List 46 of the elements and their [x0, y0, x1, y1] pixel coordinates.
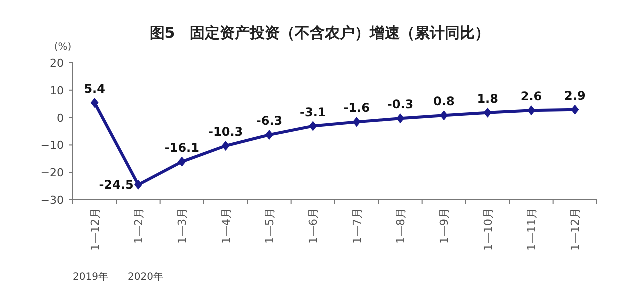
x-tick-label: 1—12月 — [569, 208, 582, 251]
point — [134, 180, 142, 190]
point — [266, 130, 274, 140]
data-label: 5.4 — [84, 82, 106, 96]
point — [352, 117, 361, 128]
point — [396, 114, 404, 124]
text: 2019年 — [73, 271, 108, 283]
data-label: 0.8 — [434, 94, 455, 109]
y-tick-label: −30 — [40, 194, 64, 207]
data-label: -24.5 — [99, 178, 134, 192]
x-tick-label: 1—4月 — [220, 208, 233, 244]
text: 2020年 — [128, 271, 164, 283]
point — [484, 108, 492, 118]
x-tick-label: 1—8月 — [394, 208, 408, 244]
point — [440, 110, 448, 121]
x-tick-label: 1—2月 — [132, 208, 146, 244]
point — [90, 98, 99, 108]
data-label: -16.1 — [164, 140, 200, 155]
x-tick-label: 1—6月 — [307, 208, 320, 244]
y-tick-label: 10 — [50, 84, 64, 98]
y-axis-title: (%) — [54, 42, 72, 53]
x-tick-label: 1—9月 — [438, 208, 452, 244]
point — [222, 141, 230, 152]
y-tick-label: −20 — [40, 166, 64, 180]
data-label: 2.6 — [520, 90, 542, 104]
data-label: -3.1 — [300, 105, 326, 120]
point — [309, 121, 318, 132]
data-label: 1.8 — [477, 92, 498, 106]
y-tick-label: 0 — [57, 112, 64, 125]
x-tick-label: 1—11月 — [526, 208, 538, 251]
point — [178, 156, 186, 167]
data-label: -1.6 — [344, 101, 370, 116]
point — [528, 106, 536, 116]
x-tick-label: 1—10月 — [482, 208, 495, 251]
point — [571, 104, 580, 115]
y-tick-label: 20 — [50, 57, 64, 70]
data-label: 2.9 — [564, 88, 586, 103]
y-tick-label: −10 — [40, 139, 64, 152]
x-tick-label: 1—12月 — [88, 208, 102, 251]
x-tick-label: 1—3月 — [176, 208, 190, 244]
x-tick-label: 1—7月 — [350, 208, 364, 244]
data-label: -0.3 — [387, 98, 414, 112]
chart-title: 图5 固定资产投资（不含农户）增速（累计同比） — [150, 24, 490, 42]
x-tick-label: 1—5月 — [264, 208, 276, 244]
data-label: -10.3 — [208, 125, 244, 140]
data-label: -6.3 — [256, 114, 283, 128]
